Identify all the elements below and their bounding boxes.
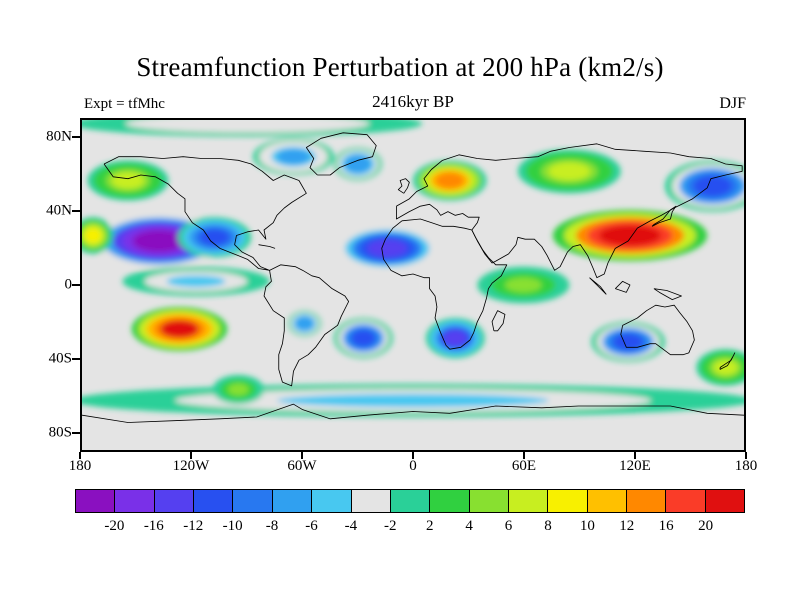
colorbar-cell [587, 490, 628, 512]
lat-tick-mark [72, 135, 80, 138]
lon-tick-mark [523, 452, 525, 459]
colorbar-tick-label: -16 [143, 518, 164, 534]
lat-tick-label: 40N [46, 202, 72, 219]
lon-tick-label: 60W [287, 458, 317, 474]
lon-tick-label: 60E [511, 458, 537, 474]
colorbar-cell [508, 490, 549, 512]
lat-tick-mark [72, 358, 80, 361]
colorbar-tick-label: 12 [619, 518, 635, 534]
lon-tick-label: 180 [734, 458, 758, 474]
colorbar-cell [627, 490, 667, 512]
chart-title: Streamfunction Perturbation at 200 hPa (… [136, 52, 664, 82]
colorbar-cell [194, 490, 234, 512]
colorbar-cell [272, 490, 313, 512]
colorbar-cell [430, 490, 470, 512]
colorbar-tick-label: -4 [344, 518, 358, 534]
colorbar-cell [351, 490, 391, 512]
experiment-label: Expt = tfMhc [84, 96, 165, 112]
lon-tick-label: 120E [619, 458, 651, 474]
lon-tick-mark [190, 452, 192, 459]
lat-tick-label: 80S [48, 424, 72, 441]
colorbar-tick-label: 20 [698, 518, 714, 534]
lat-tick-mark [72, 209, 80, 212]
colorbar-tick-label: 10 [579, 518, 595, 534]
colorbar-cell [312, 490, 352, 512]
lon-tick-label: 120W [172, 458, 210, 474]
colorbar-cell [666, 490, 706, 512]
season-label: DJF [719, 95, 746, 112]
coastlines [82, 132, 744, 423]
lat-tick-mark [72, 432, 80, 435]
colorbar-tick-label: -2 [384, 518, 397, 534]
colorbar-tick-label: -6 [305, 518, 318, 534]
colorbar-tick-label: 2 [425, 518, 434, 534]
lat-tick-mark [72, 284, 80, 286]
colorbar-tick-label: -12 [183, 518, 204, 534]
world-map-contour-svg [82, 120, 744, 450]
map-plot-area [80, 118, 746, 452]
lon-tick-mark [745, 452, 747, 459]
colorbar-tick-label: 6 [504, 518, 513, 534]
colorbar-cell [705, 490, 745, 512]
lat-tick-label: 0 [64, 276, 73, 293]
colorbar-tick-label: -8 [265, 518, 279, 534]
colorbar-tick-label: 8 [544, 518, 552, 534]
colorbar-cell [469, 490, 509, 512]
colorbar-tick-label: -20 [104, 518, 125, 534]
colorbar-cell [76, 490, 116, 512]
colorbar-cell [154, 490, 195, 512]
lon-tick-label: 180 [68, 458, 92, 474]
colorbar-tick-label: 4 [465, 518, 473, 534]
lat-tick-label: 80N [46, 128, 72, 145]
anomaly-field [82, 120, 744, 417]
lon-tick-mark [79, 452, 81, 459]
lon-tick-mark [412, 452, 414, 459]
colorbar-cell [115, 490, 155, 512]
colorbar [75, 489, 745, 513]
colorbar-cell [233, 490, 273, 512]
colorbar-cell [548, 490, 588, 512]
colorbar-cell [390, 490, 431, 512]
lon-tick-mark [301, 452, 303, 459]
chart-subtitle: 2416kyr BP [372, 92, 454, 111]
colorbar-tick-label: 16 [658, 518, 674, 534]
lon-tick-mark [634, 452, 636, 459]
colorbar-tick-label: -10 [222, 518, 243, 534]
lat-tick-label: 40S [48, 350, 72, 367]
lon-tick-label: 0 [409, 458, 417, 474]
